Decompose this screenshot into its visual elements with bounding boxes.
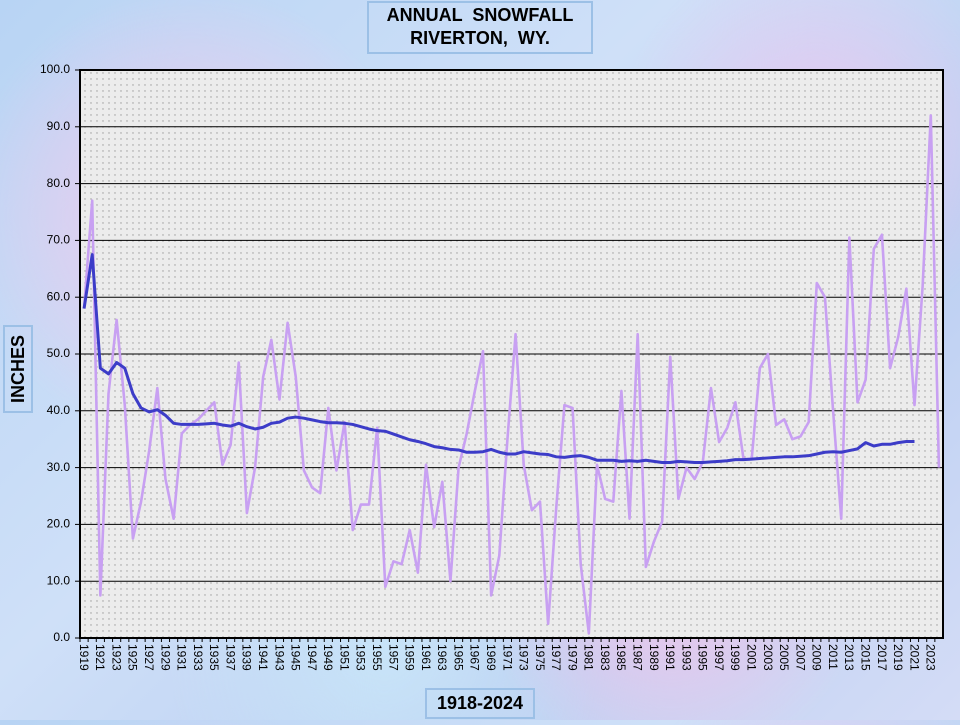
x-tick-label: 1977 bbox=[549, 644, 563, 671]
x-tick-label: 1975 bbox=[533, 644, 547, 671]
series-line bbox=[82, 253, 915, 464]
x-tick-label: 1979 bbox=[565, 644, 579, 671]
x-tick-label: 2013 bbox=[842, 644, 856, 671]
x-label-box bbox=[425, 688, 535, 719]
x-tick-label: 2001 bbox=[745, 644, 759, 671]
y-tick-label: 90.0 bbox=[47, 119, 71, 133]
x-tick-label: 1919 bbox=[77, 644, 91, 671]
y-tick-label: 30.0 bbox=[47, 460, 71, 474]
x-tick-label: 2005 bbox=[777, 644, 791, 671]
x-tick-label: 1949 bbox=[321, 644, 335, 671]
x-tick-label: 1957 bbox=[386, 644, 400, 671]
y-tick-label: 70.0 bbox=[47, 233, 71, 247]
chart-subtitle: RIVERTON, WY. bbox=[410, 28, 550, 48]
y-tick-label: 20.0 bbox=[47, 517, 71, 531]
x-tick-label: 2007 bbox=[793, 644, 807, 671]
x-tick-label: 2021 bbox=[907, 644, 921, 671]
x-tick-label: 1929 bbox=[158, 644, 172, 671]
y-tick-label: 40.0 bbox=[47, 403, 71, 417]
y-axis-label: INCHES bbox=[8, 335, 28, 403]
y-tick-label: 60.0 bbox=[47, 289, 71, 303]
x-tick-label: 1945 bbox=[289, 644, 303, 671]
y-label-box bbox=[3, 325, 33, 413]
x-tick-label: 1959 bbox=[403, 644, 417, 671]
y-tick-label: 80.0 bbox=[47, 176, 71, 190]
x-tick-label: 1947 bbox=[305, 644, 319, 671]
x-tick-label: 2019 bbox=[891, 644, 905, 671]
chart-title: ANNUAL SNOWFALL bbox=[387, 5, 574, 25]
x-tick-label: 1973 bbox=[517, 644, 531, 671]
x-tick-label: 1925 bbox=[126, 644, 140, 671]
x-tick-label: 1923 bbox=[109, 644, 123, 671]
x-tick-label: 2017 bbox=[875, 644, 889, 671]
x-tick-label: 1951 bbox=[337, 644, 351, 671]
x-tick-label: 1989 bbox=[647, 644, 661, 671]
x-tick-label: 1937 bbox=[223, 644, 237, 671]
x-tick-label: 1935 bbox=[207, 644, 221, 671]
x-tick-label: 1991 bbox=[663, 644, 677, 671]
x-tick-label: 1961 bbox=[419, 644, 433, 671]
x-tick-label: 2011 bbox=[826, 644, 840, 670]
x-tick-label: 1985 bbox=[614, 644, 628, 671]
x-tick-label: 2003 bbox=[761, 644, 775, 671]
x-tick-label: 2009 bbox=[810, 644, 824, 671]
y-tick-label: 10.0 bbox=[47, 573, 71, 587]
x-tick-label: 1939 bbox=[240, 644, 254, 671]
x-tick-label: 1969 bbox=[484, 644, 498, 671]
y-tick-label: 0.0 bbox=[53, 630, 70, 644]
plot-border bbox=[79, 69, 944, 639]
x-tick-label: 1941 bbox=[256, 644, 270, 671]
x-tick-label: 1983 bbox=[598, 644, 612, 671]
x-tick-label: 1999 bbox=[728, 644, 742, 671]
x-tick-label: 1963 bbox=[435, 644, 449, 671]
y-tick-label: 100.0 bbox=[40, 62, 70, 76]
title-box bbox=[367, 1, 593, 54]
series-line bbox=[82, 114, 941, 635]
y-tick-label: 50.0 bbox=[47, 346, 71, 360]
x-tick-label: 1965 bbox=[451, 644, 465, 671]
x-tick-label: 1971 bbox=[500, 644, 514, 671]
x-tick-label: 1981 bbox=[582, 644, 596, 671]
x-tick-label: 1943 bbox=[272, 644, 286, 671]
x-tick-label: 1967 bbox=[468, 644, 482, 671]
x-tick-label: 1953 bbox=[354, 644, 368, 671]
x-tick-label: 1993 bbox=[679, 644, 693, 671]
x-tick-label: 1997 bbox=[712, 644, 726, 671]
x-tick-label: 1995 bbox=[696, 644, 710, 671]
x-tick-label: 1933 bbox=[191, 644, 205, 671]
x-tick-label: 1955 bbox=[370, 644, 384, 671]
x-tick-label: 1931 bbox=[175, 644, 189, 671]
x-tick-label: 2015 bbox=[858, 644, 872, 671]
x-tick-label: 1927 bbox=[142, 644, 156, 671]
x-tick-label: 2023 bbox=[924, 644, 938, 671]
x-axis-label: 1918-2024 bbox=[437, 693, 523, 713]
x-tick-label: 1987 bbox=[631, 644, 645, 671]
x-tick-label: 1921 bbox=[93, 644, 107, 671]
